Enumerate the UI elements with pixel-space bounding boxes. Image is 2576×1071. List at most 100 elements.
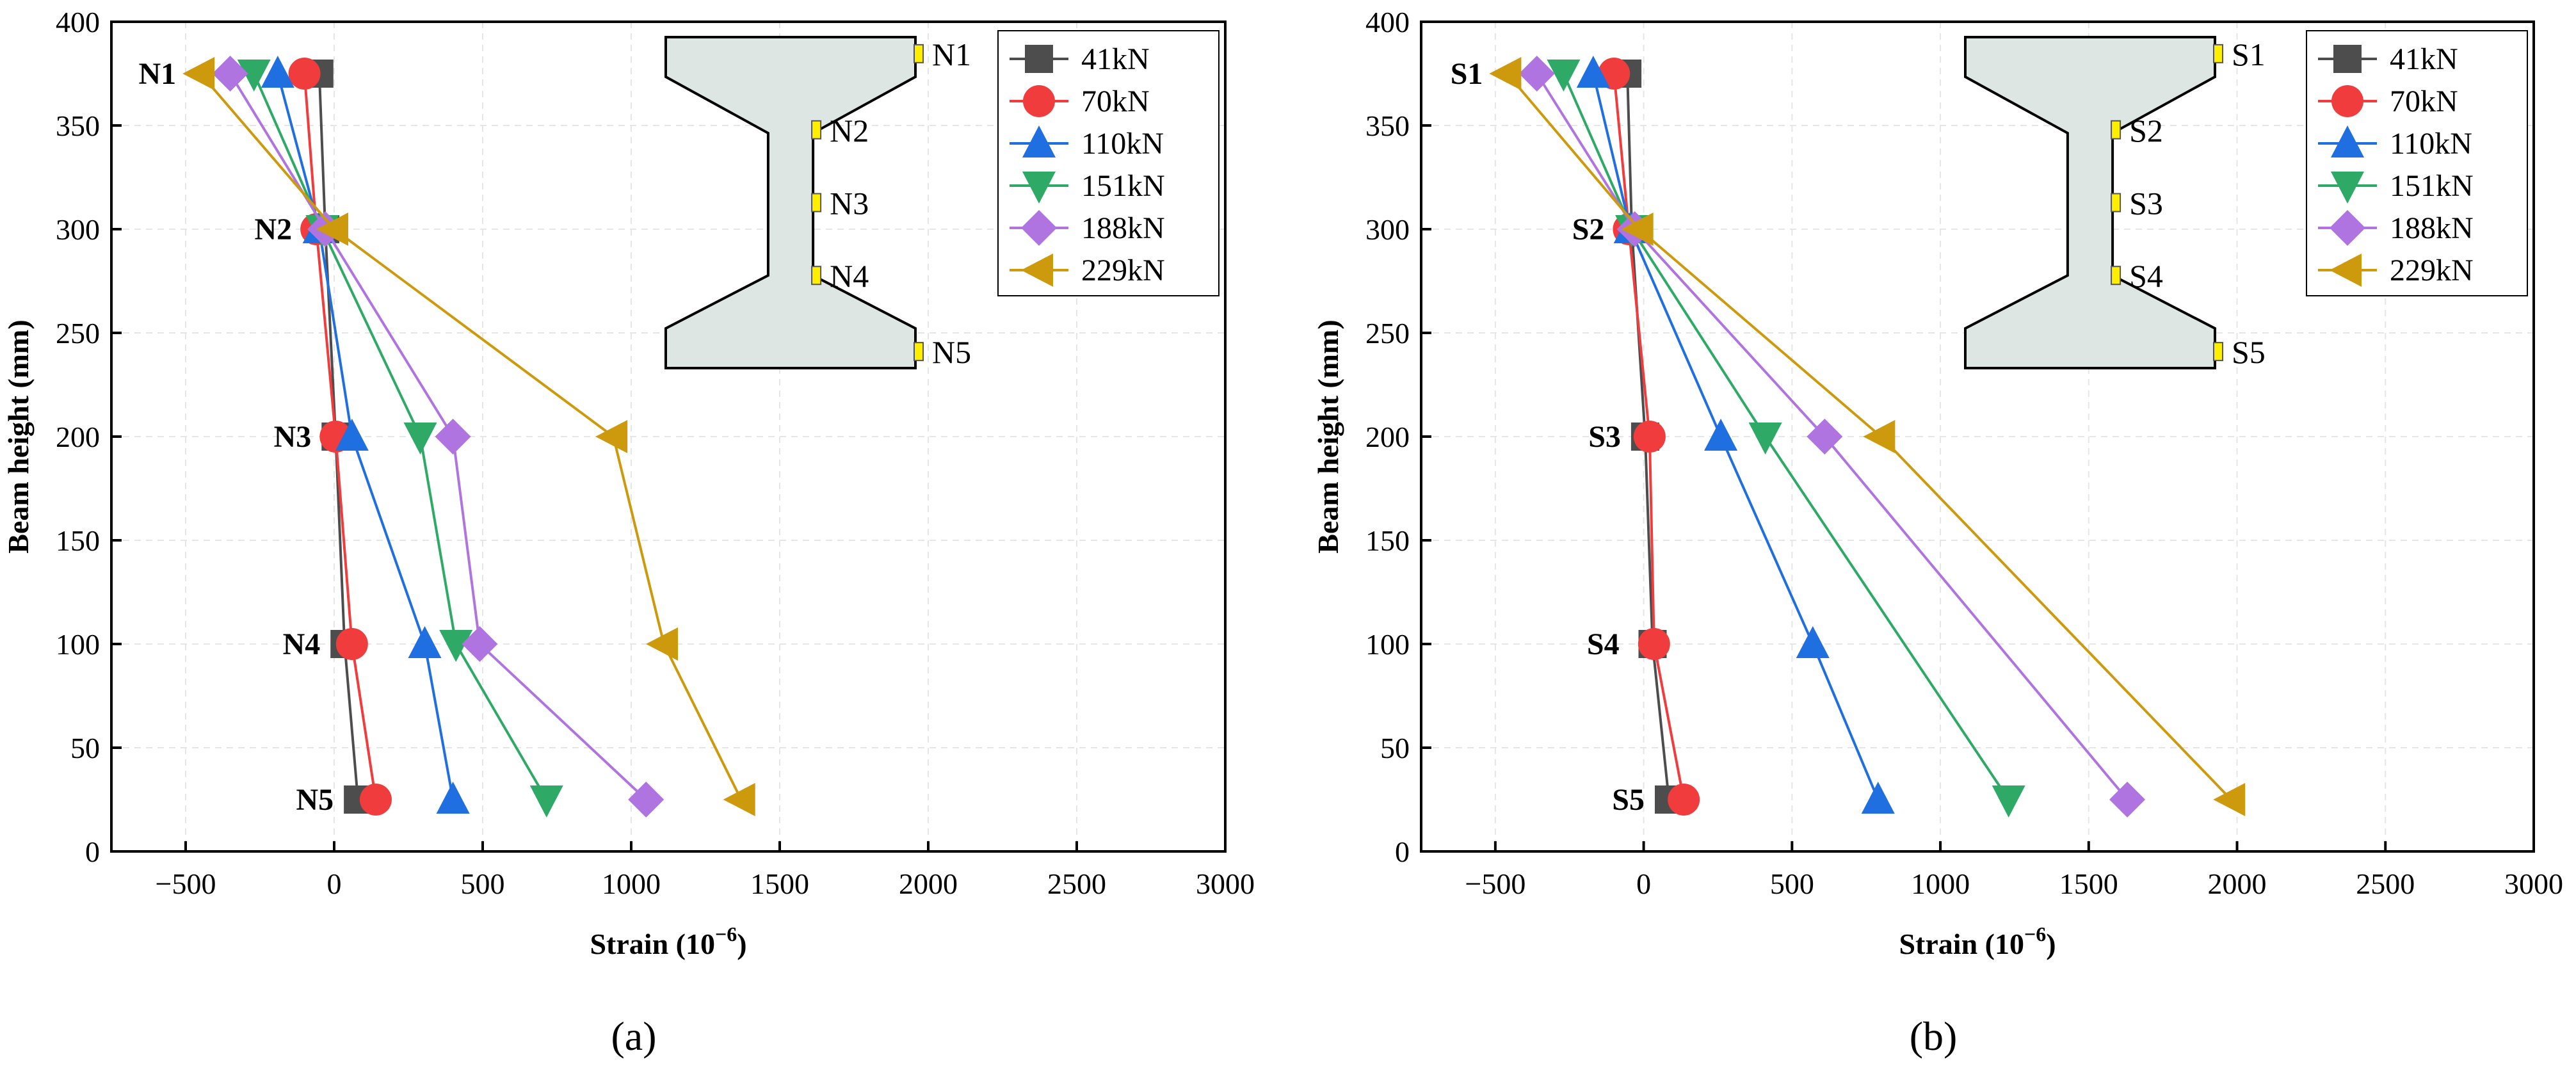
- data-point-70kN: [1668, 784, 1700, 816]
- series-line-188kN: [1536, 72, 2129, 801]
- x-axis-title: Strain (10−6): [1899, 922, 2056, 960]
- x-tick-label: 0: [1636, 867, 1651, 900]
- legend-marker-188kN: [2330, 210, 2365, 246]
- data-point-229kN: [1863, 420, 1896, 453]
- section-gauge-label-S1: S1: [2232, 36, 2266, 72]
- x-tick-label: 1500: [2059, 867, 2118, 900]
- y-tick-label: 300: [1365, 213, 1410, 246]
- cross-section: [664, 36, 917, 369]
- legend-label-70kN: 70kN: [1081, 85, 1150, 118]
- section-gauge-label-N5: N5: [932, 334, 971, 370]
- gauge-label-S3: S3: [1588, 420, 1621, 454]
- data-point-188kN: [212, 56, 248, 92]
- gauge-label-S1: S1: [1451, 57, 1483, 91]
- data-point-151kN: [439, 630, 473, 662]
- data-point-70kN: [359, 784, 392, 816]
- data-point-110kN: [408, 626, 442, 658]
- y-tick-label: 200: [56, 421, 100, 453]
- y-tick-label: 350: [1365, 109, 1410, 142]
- legend-label-70kN: 70kN: [2390, 85, 2458, 118]
- gauge-label-N2: N2: [254, 213, 292, 246]
- section-gauge-label-N3: N3: [830, 186, 869, 221]
- data-point-151kN: [1547, 60, 1581, 92]
- y-tick-label: 200: [1365, 421, 1410, 453]
- data-point-229kN: [595, 420, 628, 453]
- y-axis-title: Beam height (mm): [2, 319, 35, 553]
- x-tick-label: 2000: [2208, 867, 2267, 900]
- section-gauge-label-N4: N4: [830, 258, 869, 294]
- chart-panel-a: −500 0 500 1000 1500 2000 2500 3000 0 50 100 150 200…: [2, 6, 1255, 1059]
- x-tick-label: −500: [156, 867, 216, 900]
- y-tick-label: 100: [56, 628, 100, 661]
- strain-gauge-N1: [914, 44, 924, 63]
- strain-gauge-S4: [2111, 266, 2121, 286]
- data-point-229kN: [646, 627, 679, 661]
- strain-gauge-N2: [811, 120, 822, 140]
- data-point-110kN: [335, 419, 369, 451]
- data-point-188kN: [435, 419, 471, 455]
- x-tick-label: 1000: [1911, 867, 1970, 900]
- gauge-label-N1: N1: [139, 57, 177, 91]
- y-tick-label: 0: [85, 835, 100, 868]
- y-tick-label: 0: [1395, 835, 1410, 868]
- x-tick-label: 2000: [899, 867, 958, 900]
- legend-label-151kN: 151kN: [1081, 169, 1165, 203]
- y-tick-label: 350: [56, 109, 100, 142]
- section-gauge-label-S4: S4: [2129, 258, 2163, 294]
- gauge-label-S4: S4: [1587, 627, 1620, 661]
- y-tick-label: 250: [1365, 317, 1410, 350]
- data-point-229kN: [182, 57, 215, 90]
- data-point-188kN: [1807, 419, 1843, 455]
- data-point-229kN: [316, 213, 348, 246]
- series-line-151kN: [1562, 73, 2010, 801]
- y-tick-label: 400: [1365, 6, 1410, 38]
- strain-gauge-N4: [811, 266, 822, 286]
- legend-label-41kN: 41kN: [1081, 42, 1150, 76]
- chart-panel-b: −500 0 500 1000 1500 2000 2500 3000 0 50 100 150 200…: [1312, 6, 2563, 1059]
- legend-marker-229kN: [1021, 254, 1053, 287]
- y-tick-label: 100: [1365, 628, 1410, 661]
- x-tick-label: 500: [461, 867, 505, 900]
- strain-gauge-N5: [914, 342, 924, 362]
- gauge-label-S5: S5: [1612, 783, 1645, 817]
- legend-label-110kN: 110kN: [1081, 127, 1164, 161]
- x-tick-label: 1500: [750, 867, 809, 900]
- section-gauge-label-S5: S5: [2232, 334, 2266, 370]
- data-point-151kN: [1992, 785, 2025, 817]
- data-point-110kN: [261, 56, 294, 88]
- data-point-188kN: [2109, 782, 2146, 817]
- section-gauge-label-S2: S2: [2129, 113, 2163, 149]
- x-tick-label: 0: [327, 867, 342, 900]
- data-point-110kN: [1796, 626, 1830, 658]
- gauge-label-N4: N4: [283, 627, 321, 661]
- gauge-label-N3: N3: [274, 420, 312, 454]
- y-tick-label: 250: [56, 317, 100, 350]
- strain-gauge-S3: [2111, 193, 2121, 213]
- x-tick-label: 3000: [2504, 867, 2563, 900]
- data-point-70kN: [1638, 628, 1670, 660]
- legend-marker-70kN: [1023, 85, 1055, 117]
- data-point-151kN: [403, 423, 437, 455]
- data-point-151kN: [529, 785, 563, 817]
- legend-marker-151kN: [2331, 172, 2364, 204]
- data-point-110kN: [436, 782, 470, 814]
- data-point-110kN: [1576, 56, 1610, 88]
- legend-label-110kN: 110kN: [2390, 127, 2472, 161]
- panel-label: (b): [1910, 1013, 1958, 1059]
- gauge-label-N5: N5: [296, 783, 334, 817]
- legend-marker-110kN: [1022, 125, 1056, 157]
- x-tick-label: 2500: [1047, 867, 1106, 900]
- legend-label-41kN: 41kN: [2390, 42, 2458, 76]
- data-point-229kN: [1489, 57, 1522, 90]
- x-axis-title: Strain (10−6): [590, 922, 746, 960]
- legend-label-229kN: 229kN: [2390, 254, 2474, 287]
- data-point-229kN: [1621, 213, 1654, 246]
- x-tick-label: −500: [1465, 867, 1525, 900]
- legend-marker-41kN: [1025, 45, 1053, 73]
- legend-marker-110kN: [2331, 125, 2364, 157]
- y-tick-label: 300: [56, 213, 100, 246]
- legend-marker-188kN: [1021, 210, 1057, 246]
- data-point-188kN: [628, 782, 664, 817]
- legend-marker-70kN: [2331, 85, 2363, 117]
- legend-marker-151kN: [1022, 172, 1056, 204]
